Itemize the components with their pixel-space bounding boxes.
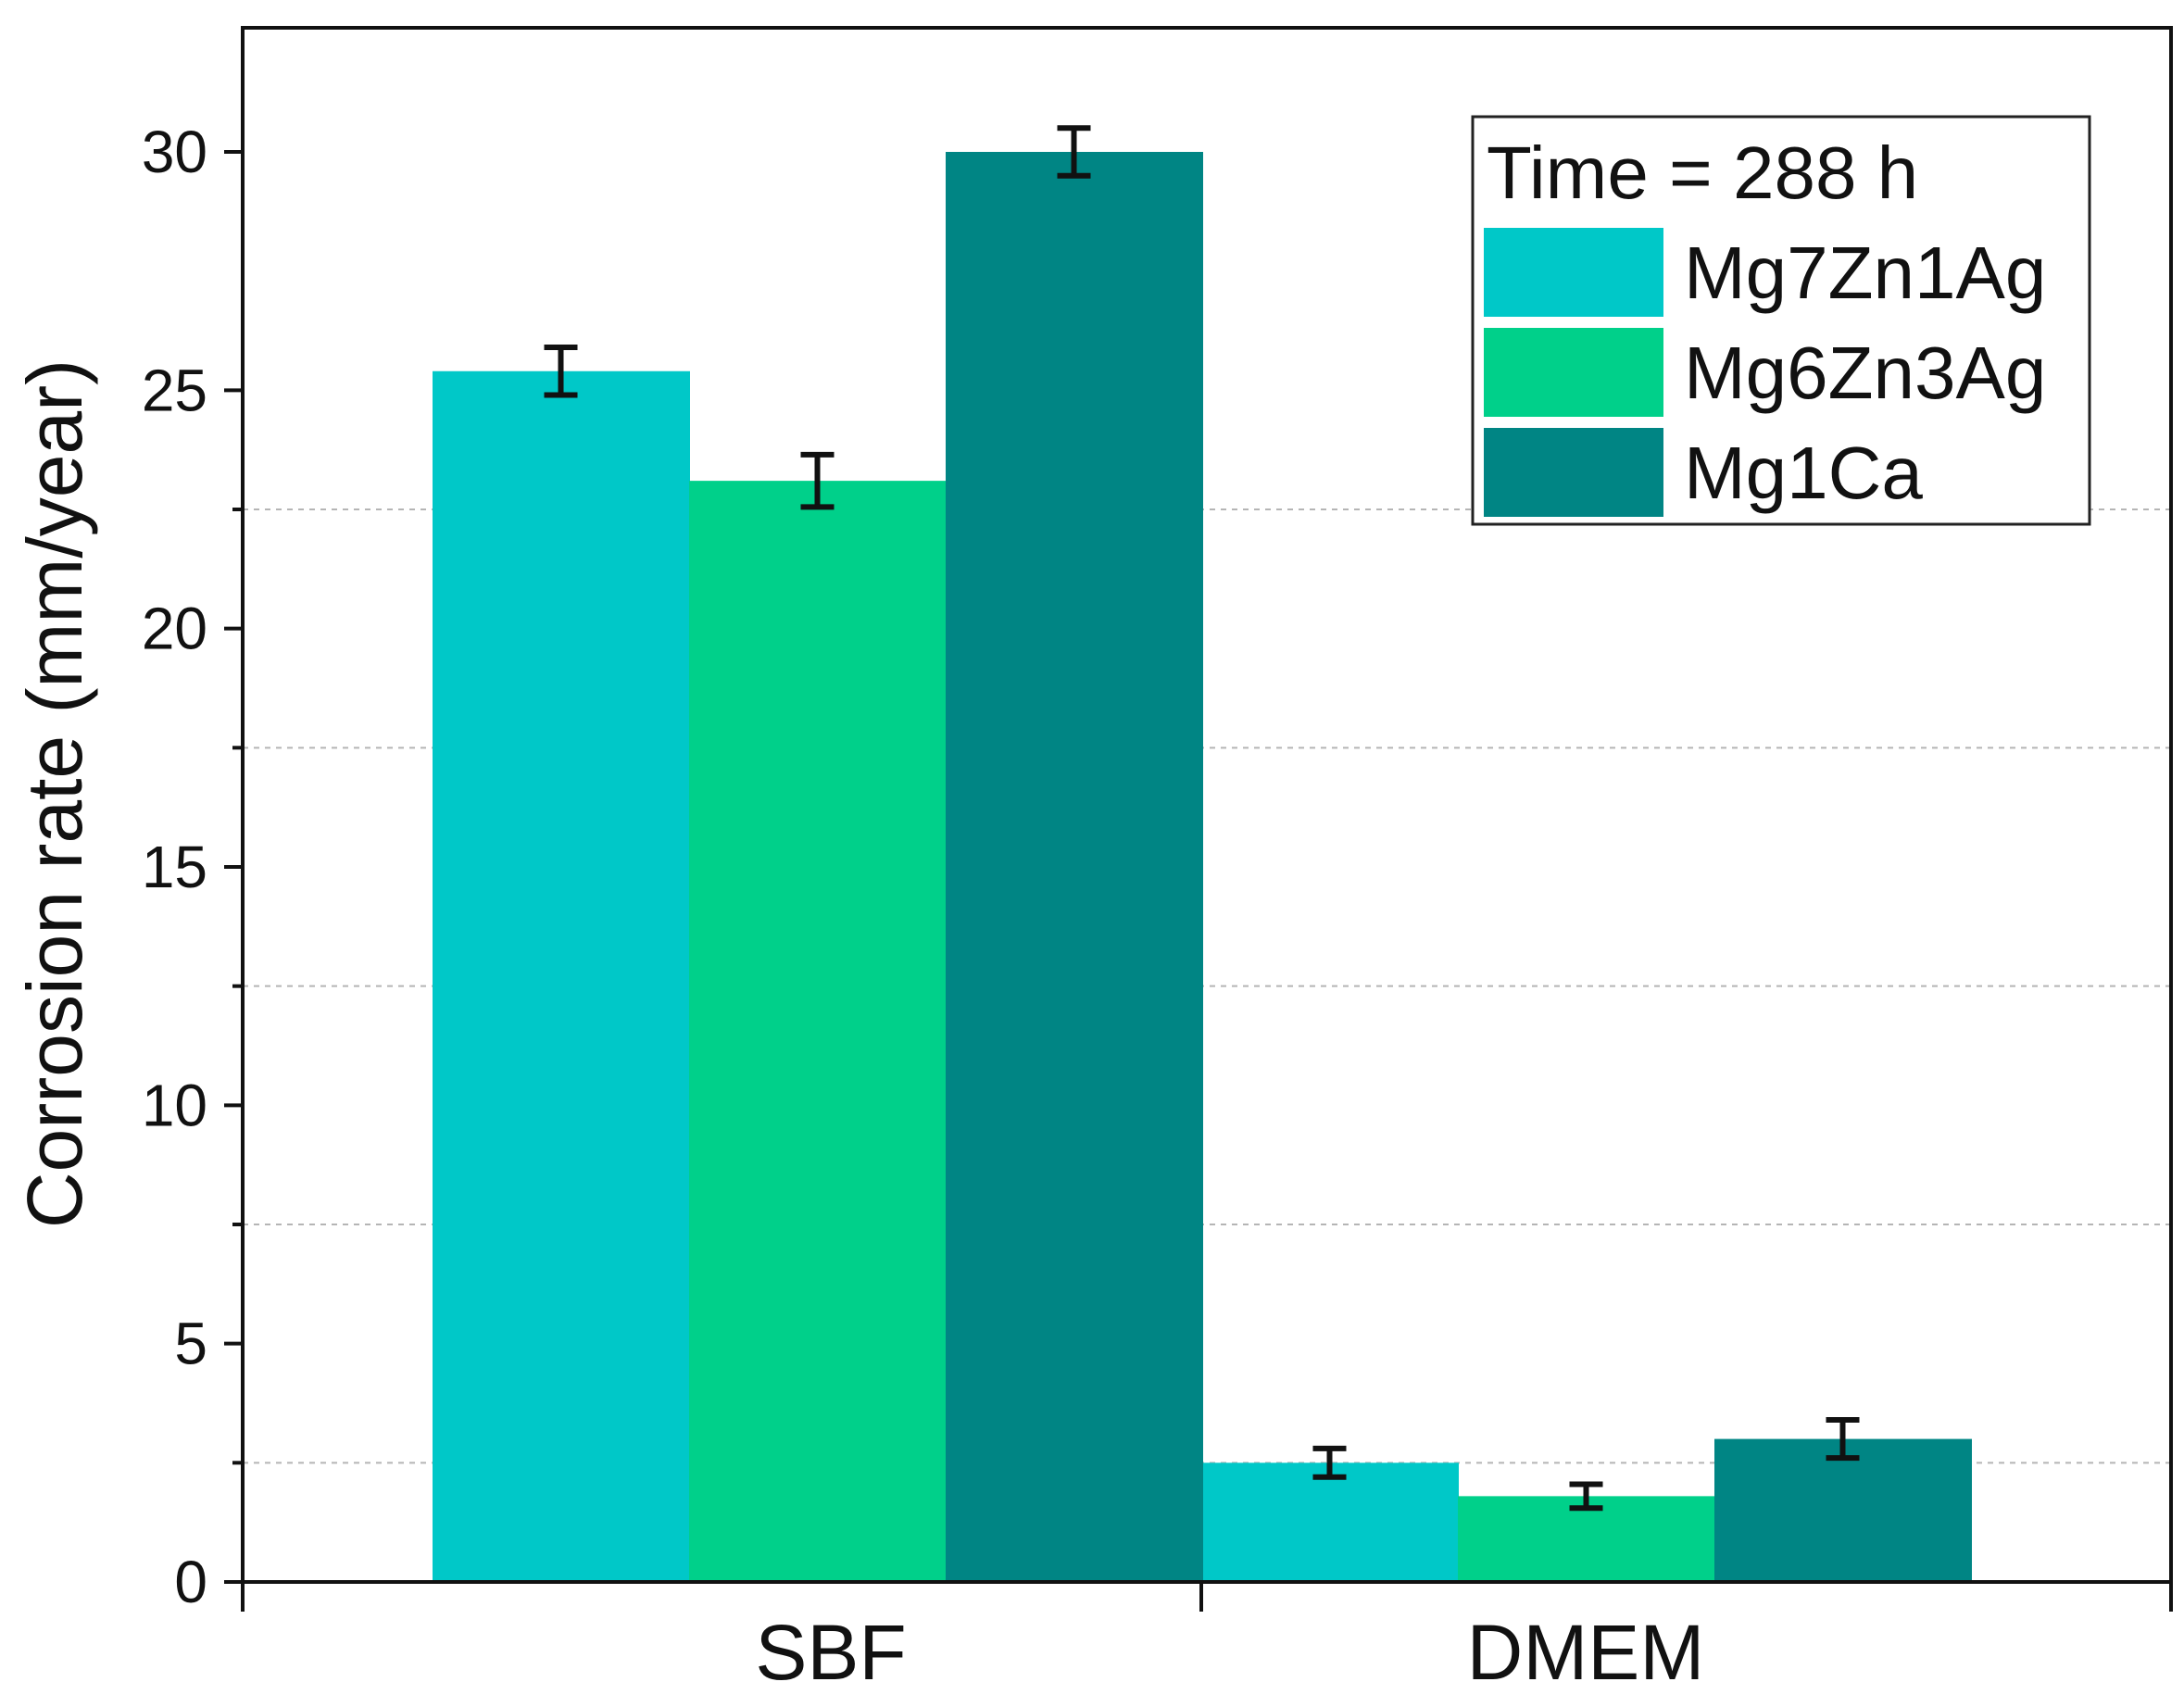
bar-mg7zn1ag-sbf	[433, 370, 690, 1582]
bar-mg7zn1ag-dmem	[1201, 1462, 1459, 1582]
error-bar-mg7zn1ag-sbf	[544, 345, 578, 398]
legend-swatch	[1484, 428, 1663, 517]
x-category-label-sbf: SBF	[755, 1609, 906, 1696]
y-tick-label: 20	[142, 596, 207, 662]
legend: Time = 288 h Mg7Zn1Ag Mg6Zn3Ag Mg1Ca	[1471, 115, 2091, 526]
error-bar-mg7zn1ag-dmem	[1312, 1445, 1347, 1480]
legend-label: Mg1Ca	[1684, 432, 1923, 514]
legend-item-mg1ca: Mg1Ca	[1484, 428, 1923, 517]
y-tick-label: 25	[142, 357, 207, 423]
legend-item-mg6zn3ag: Mg6Zn3Ag	[1484, 328, 2046, 417]
plot-frame	[241, 26, 2173, 1584]
legend-box	[1471, 115, 2091, 526]
legend-title: Time = 288 h	[1487, 132, 1918, 214]
error-bar-mg6zn3ag-dmem	[1569, 1481, 1603, 1512]
bar-mg6zn3ag-sbf	[689, 481, 947, 1582]
y-tick-label: 0	[174, 1549, 207, 1615]
y-tick-label: 15	[142, 834, 207, 900]
bar-mg1ca-dmem	[1714, 1438, 1972, 1582]
legend-item-mg7zn1ag: Mg7Zn1Ag	[1484, 228, 2046, 317]
legend-label: Mg7Zn1Ag	[1684, 232, 2046, 314]
y-tick-label: 10	[142, 1072, 207, 1138]
legend-swatch	[1484, 328, 1663, 417]
legend-label: Mg6Zn3Ag	[1684, 332, 2046, 414]
legend-swatch	[1484, 228, 1663, 317]
error-bar-mg1ca-sbf	[1057, 125, 1091, 179]
error-bar-mg1ca-dmem	[1826, 1417, 1860, 1462]
x-category-label-dmem: DMEM	[1467, 1609, 1705, 1696]
bar-mg1ca-sbf	[946, 152, 1203, 1582]
y-axis-title: Corrosion rate (mm/year)	[11, 359, 98, 1228]
y-tick-label: 5	[174, 1311, 207, 1377]
error-bar-mg6zn3ag-sbf	[800, 451, 835, 510]
y-tick-label: 30	[142, 119, 207, 185]
